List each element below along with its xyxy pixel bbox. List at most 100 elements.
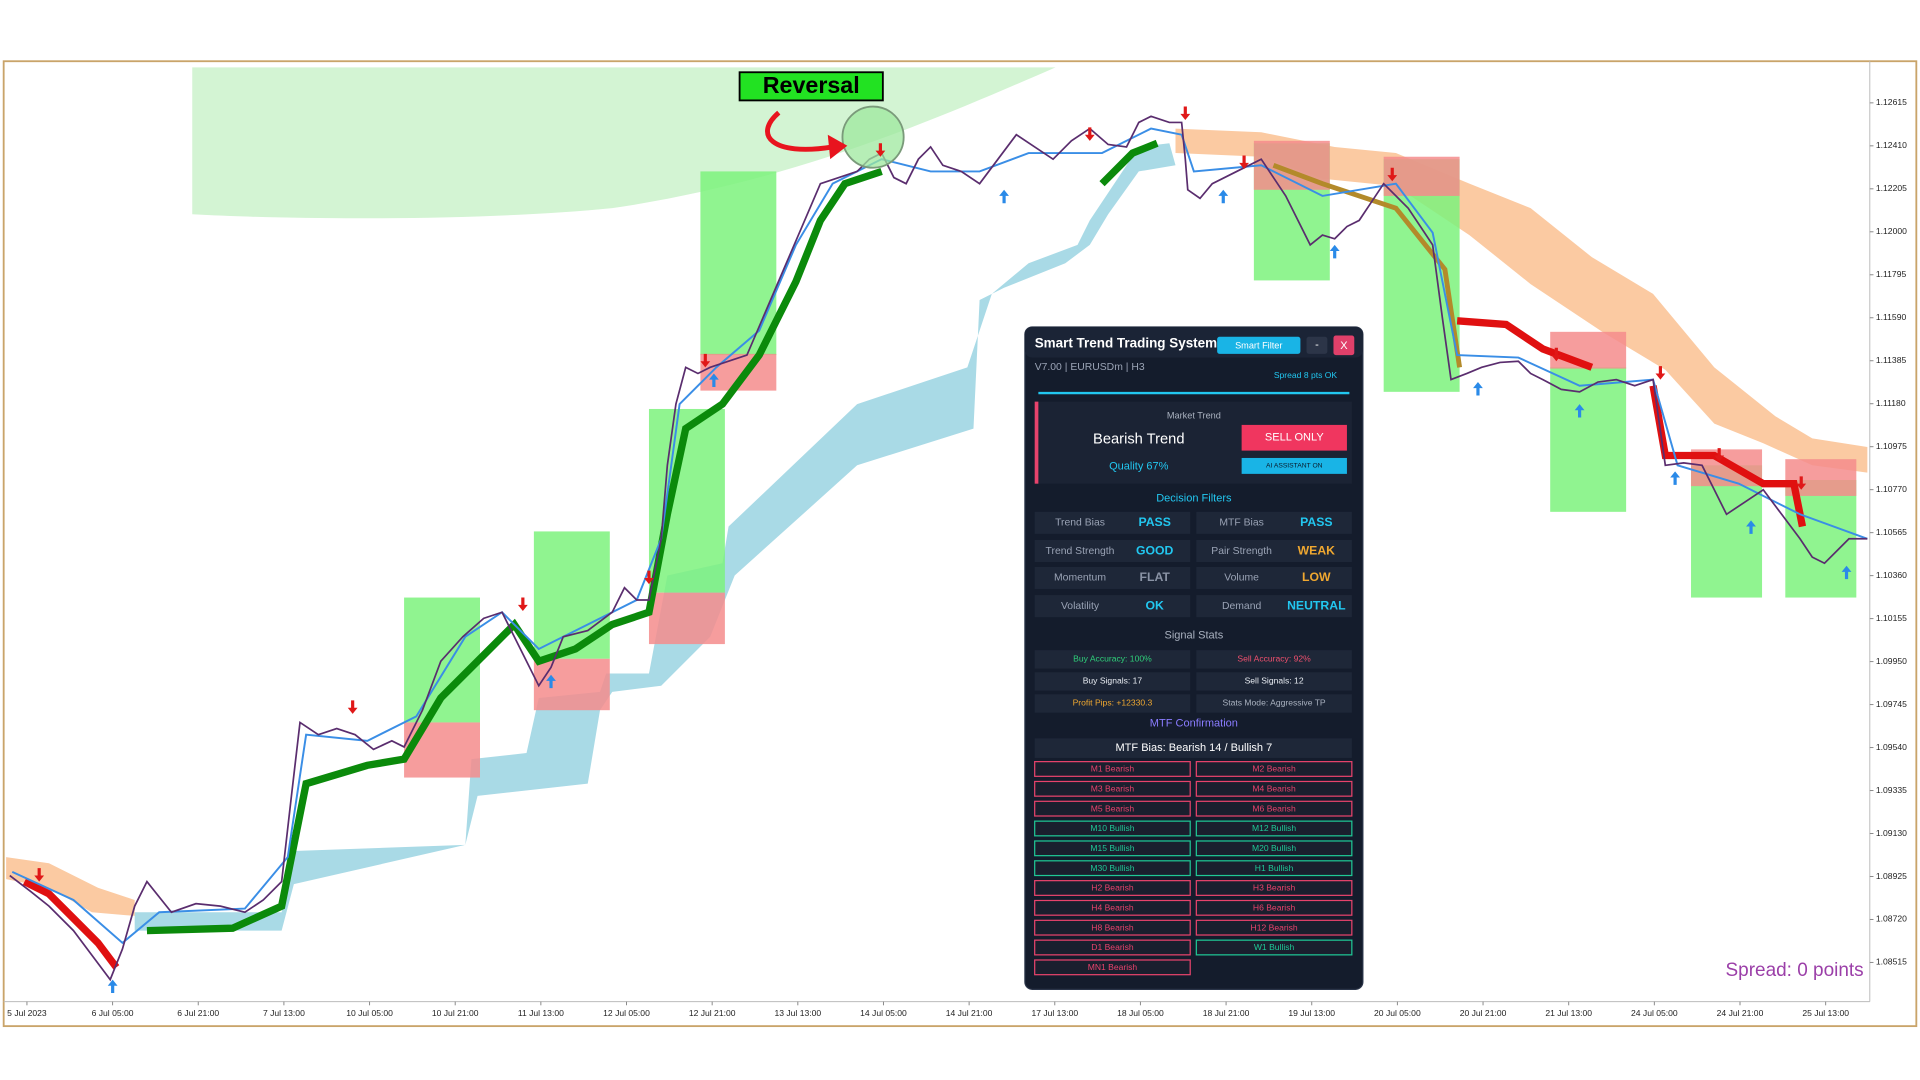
spread-label: Spread: 0 points: [1726, 960, 1864, 981]
time-label: 18 Jul 05:00: [1117, 1008, 1164, 1018]
time-label: 6 Jul 21:00: [177, 1008, 219, 1018]
price-label: 1.09540: [1876, 742, 1907, 752]
sell-arrow: [1084, 127, 1095, 141]
stat-text: Sell Accuracy: 92%: [1237, 654, 1311, 664]
buy-arrow: [999, 189, 1009, 204]
filter-cell: [1034, 595, 1191, 618]
mtf-heading: MTF Confirmation: [1150, 718, 1238, 730]
time-label: 18 Jul 21:00: [1203, 1008, 1250, 1018]
reversal-circle: [841, 105, 905, 169]
filter-label: MTF Bias: [1219, 518, 1263, 529]
mtf-text: H4 Bearish: [1091, 902, 1134, 912]
stat-text: Stats Mode: Aggressive TP: [1223, 698, 1326, 708]
sell-arrow: [1239, 155, 1249, 169]
price-label: 1.10360: [1876, 570, 1907, 580]
mtf-text: M6 Bearish: [1252, 803, 1296, 813]
bear-trend-line: [22, 878, 120, 970]
filter-button-label[interactable]: Smart Filter: [1235, 340, 1282, 350]
time-label: 21 Jul 13:00: [1545, 1008, 1592, 1018]
time-label: 20 Jul 21:00: [1460, 1008, 1507, 1018]
sell-arrow: [347, 700, 358, 714]
mtf-cell: [1034, 761, 1191, 777]
mtf-text: H3 Bearish: [1253, 883, 1296, 893]
bear-trend-line: [1649, 385, 1807, 528]
mtf-cell: [1195, 899, 1353, 916]
time-label: 7 Jul 13:00: [263, 1008, 305, 1018]
panel-title: Smart Trend Trading System: [1035, 336, 1217, 351]
filter-status: LOW: [1302, 570, 1331, 584]
action-button[interactable]: [1241, 424, 1347, 451]
stat-cell: [1196, 672, 1352, 691]
mtf-cell: [1195, 840, 1353, 857]
filter-label: Trend Strength: [1046, 546, 1115, 557]
mtf-text: M1 Bearish: [1091, 764, 1135, 774]
mtf-summary: MTF Bias: Bearish 14 / Bullish 7: [1116, 742, 1273, 754]
price-label: 1.10565: [1876, 527, 1907, 537]
stat-text: Buy Accuracy: 100%: [1073, 654, 1152, 664]
filter-label: Trend Bias: [1055, 518, 1105, 529]
price-label: 1.09335: [1876, 785, 1907, 795]
time-label: 12 Jul 21:00: [689, 1008, 736, 1018]
sell-arrow: [1551, 347, 1562, 362]
filter-label: Volume: [1224, 573, 1259, 584]
sell-arrow: [1714, 448, 1725, 462]
sell-arrow: [1796, 476, 1807, 490]
filter-status: WEAK: [1298, 543, 1336, 557]
stat-cell: [1034, 650, 1191, 669]
market-trend: Bearish Trend: [1093, 431, 1184, 447]
filter-label: Pair Strength: [1211, 546, 1272, 557]
mtf-cell: [1034, 840, 1191, 857]
minimize-button-label[interactable]: -: [1315, 339, 1319, 351]
mtf-cell: [1195, 860, 1353, 877]
filter-button[interactable]: [1217, 336, 1301, 354]
sell-arrow: [1655, 366, 1666, 380]
close-button[interactable]: [1333, 335, 1355, 356]
filter-label: Momentum: [1054, 573, 1106, 584]
filter-cell: [1034, 540, 1191, 563]
minimize-button[interactable]: [1306, 336, 1328, 354]
stat-text: Profit Pips: +12330.3: [1073, 698, 1153, 708]
filter-cell: [1196, 566, 1352, 589]
buy-arrow: [1746, 520, 1756, 534]
mtf-cell: [1034, 860, 1191, 877]
assistant-label[interactable]: AI ASSISTANT ON: [1266, 463, 1323, 470]
price-label: 1.08720: [1876, 914, 1907, 924]
price-label: 1.11385: [1876, 355, 1907, 365]
sell-arrow: [517, 597, 528, 612]
mtf-text: H6 Bearish: [1253, 902, 1296, 912]
bear-trend-line: [1456, 317, 1594, 371]
mtf-text: M5 Bearish: [1091, 803, 1135, 813]
action-label[interactable]: SELL ONLY: [1265, 432, 1324, 444]
mtf-text: M12 Bullish: [1252, 823, 1296, 833]
price-label: 1.11795: [1876, 269, 1907, 279]
reversal-arrow-head: [827, 134, 848, 160]
time-label: 5 Jul 2023: [7, 1008, 47, 1018]
stat-cell: [1196, 650, 1352, 669]
time-label: 6 Jul 05:00: [92, 1008, 134, 1018]
mtf-cell: [1195, 919, 1353, 936]
stats-heading: Signal Stats: [1164, 629, 1223, 641]
price-label: 1.08515: [1876, 957, 1907, 967]
assistant-button[interactable]: [1241, 457, 1347, 474]
sell-arrow: [644, 570, 654, 585]
sell-arrow: [700, 353, 711, 368]
filter-status: OK: [1146, 598, 1165, 612]
sell-zone: [1383, 156, 1460, 196]
mtf-cell: [1034, 919, 1191, 936]
price-label: 1.10155: [1876, 613, 1907, 623]
mtf-cell: [1195, 780, 1353, 797]
price-label: 1.11180: [1876, 398, 1906, 408]
sell-arrow: [1180, 106, 1191, 120]
filters-heading: Decision Filters: [1156, 492, 1232, 504]
close-button-label[interactable]: X: [1340, 340, 1348, 352]
price-label: 1.12000: [1876, 226, 1907, 236]
price-label: 1.09130: [1876, 828, 1907, 838]
buy-arrow: [1574, 404, 1585, 418]
buy-arrow: [546, 674, 556, 689]
time-label: 24 Jul 21:00: [1717, 1008, 1764, 1018]
mtf-cell: [1195, 800, 1353, 817]
price-label: 1.10770: [1876, 484, 1907, 494]
panel-subtitle: V7.00 | EURUSDm | H3: [1035, 362, 1145, 373]
mtf-cell: [1034, 899, 1191, 916]
